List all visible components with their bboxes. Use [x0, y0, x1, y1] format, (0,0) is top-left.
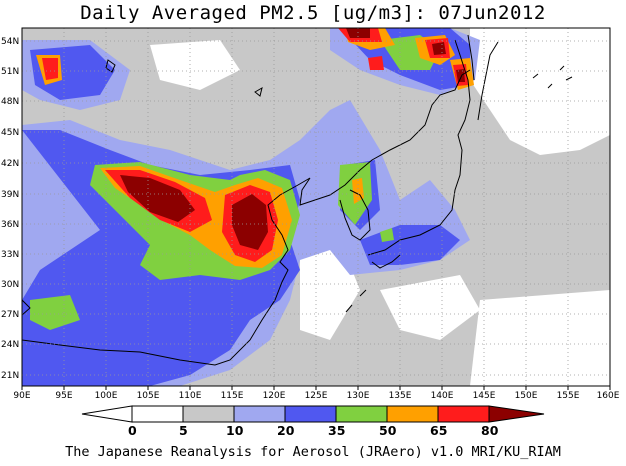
lon-label: 155E [557, 391, 580, 401]
colorbar-bin [131, 405, 184, 423]
lat-label: 33N [1, 250, 19, 260]
lon-label: 150E [515, 391, 538, 401]
lat-label: 21N [1, 371, 19, 381]
axis-ticks [21, 386, 611, 390]
lat-label: 48N [1, 97, 19, 107]
lat-label: 36N [1, 220, 19, 230]
lon-label: 125E [305, 391, 328, 401]
lat-label: 24N [1, 340, 19, 350]
lon-label: 95E [55, 391, 72, 401]
colorbar-bin [437, 405, 490, 423]
colorbar-label: 20 [277, 423, 295, 438]
colorbar-bin [335, 405, 388, 423]
footer-credit: The Japanese Reanalysis for Aerosol (JRA… [65, 444, 561, 460]
lat-label: 51N [1, 67, 19, 77]
colorbar-bin [233, 405, 286, 423]
colorbar-label: 65 [430, 423, 448, 438]
lon-label: 130E [347, 391, 370, 401]
lat-label: 42N [1, 159, 19, 169]
colorbar-bin [182, 405, 235, 423]
lat-label: 27N [1, 310, 19, 320]
lat-labels: 21N 24N 27N 30N 33N 36N 39N 42N 45N 48N … [1, 37, 19, 381]
colorbar-arrow-low [81, 405, 133, 423]
coastlines [22, 34, 499, 366]
lon-label: 115E [221, 391, 244, 401]
lon-label: 145E [473, 391, 496, 401]
colorbar-label: 80 [481, 423, 499, 438]
colorbar-label: 50 [379, 423, 397, 438]
lat-label: 39N [1, 190, 19, 200]
lat-label: 54N [1, 37, 19, 47]
colorbar-arrow-high [488, 405, 545, 423]
lon-label: 160E [597, 391, 620, 401]
pm25-fields [22, 28, 610, 386]
lon-label: 100E [95, 391, 118, 401]
lon-labels: 90E 95E 100E 105E 110E 115E 120E 125E 13… [13, 391, 619, 401]
colorbar-label: 35 [328, 423, 346, 438]
lon-label: 120E [263, 391, 286, 401]
colorbar-bin [284, 405, 337, 423]
colorbar-label: 10 [226, 423, 244, 438]
colorbar [81, 405, 545, 423]
colorbar-label: 5 [179, 423, 188, 438]
colorbar-label: 0 [128, 423, 137, 438]
lon-label: 105E [137, 391, 160, 401]
lon-label: 135E [389, 391, 412, 401]
map-title: Daily Averaged PM2.5 [ug/m3]: 07Jun2012 [80, 2, 546, 24]
lat-label: 30N [1, 280, 19, 290]
colorbar-bin [386, 405, 439, 423]
islands [345, 65, 573, 313]
lon-label: 140E [431, 391, 454, 401]
lat-label: 45N [1, 128, 19, 138]
lon-label: 90E [13, 391, 30, 401]
lon-label: 110E [179, 391, 202, 401]
